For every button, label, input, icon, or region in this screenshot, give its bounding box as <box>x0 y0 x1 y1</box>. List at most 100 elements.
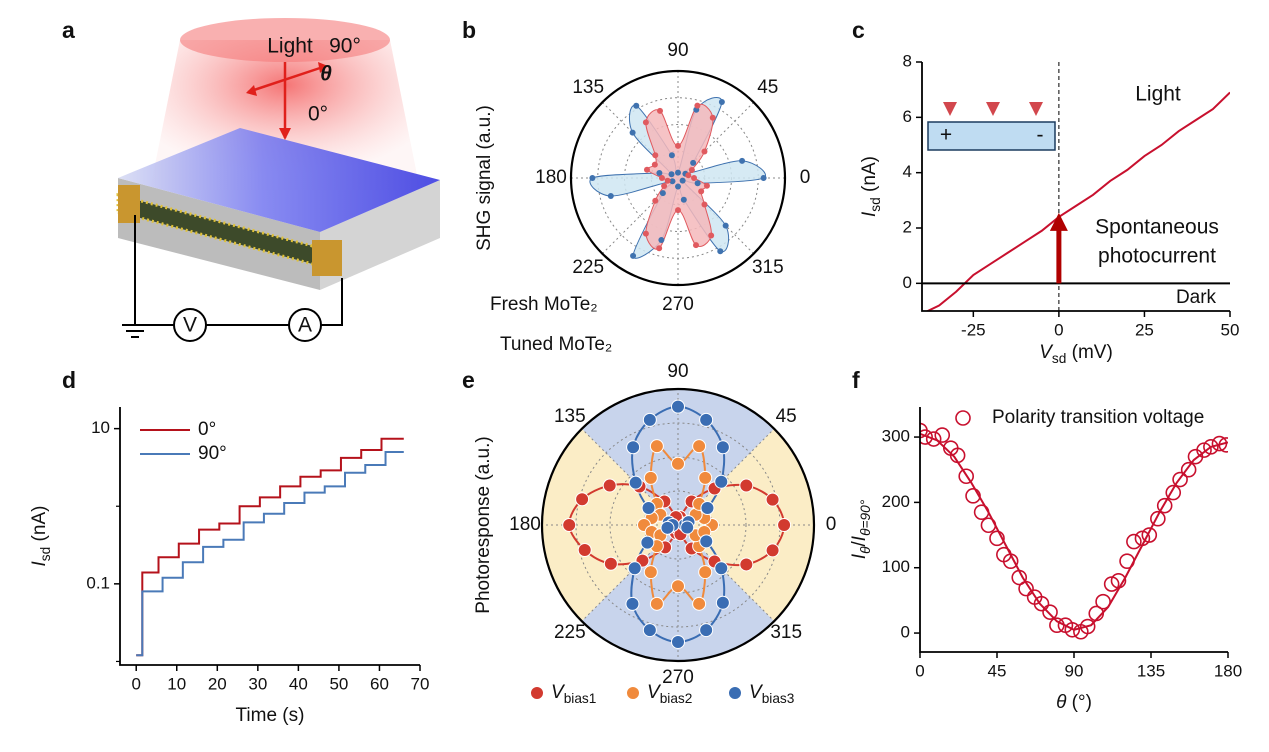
material-layer <box>118 195 320 266</box>
y-axis-label: Isd (nA) <box>29 506 53 567</box>
label-part: bias1 <box>564 691 597 706</box>
data-point <box>700 501 715 515</box>
polar-frame <box>540 387 816 663</box>
data-point <box>1011 569 1028 586</box>
data-point <box>671 579 685 594</box>
angle-label: 315 <box>752 257 784 278</box>
data-point <box>699 412 714 427</box>
data-point <box>1165 484 1182 501</box>
x-tick-label: 40 <box>289 674 308 693</box>
data-point <box>675 142 681 149</box>
data-point <box>680 520 695 535</box>
legend-marker <box>530 686 544 700</box>
data-point <box>661 183 668 190</box>
light-arrow-head <box>986 102 1000 116</box>
polar-frame <box>569 69 787 287</box>
light-arrow-head <box>943 102 957 116</box>
y-tick-label: 6 <box>903 107 912 126</box>
x-tick-label: 20 <box>208 674 227 693</box>
data-point <box>973 504 990 520</box>
label-part: sd <box>1052 351 1066 366</box>
data-point <box>642 230 649 237</box>
data-point <box>658 237 665 244</box>
inset-bar <box>927 121 1056 151</box>
data-point <box>643 470 658 485</box>
y-tick-label: 4 <box>903 162 912 181</box>
data-point <box>1218 437 1228 453</box>
angle-0: 0° <box>308 103 328 126</box>
data-point <box>671 456 685 471</box>
data-point <box>1119 553 1135 569</box>
data-point <box>1033 595 1050 612</box>
data-point <box>641 501 656 515</box>
ground <box>122 324 148 338</box>
data-point <box>642 412 657 427</box>
data-point <box>709 114 716 121</box>
panel-label: b <box>462 17 476 43</box>
data-point <box>739 157 746 164</box>
ammeter-label: A <box>298 314 312 337</box>
data-point <box>603 556 618 571</box>
data-point <box>685 172 692 179</box>
legend-marker <box>728 686 742 700</box>
angle-label: 0 <box>800 167 811 188</box>
y-tick-label: 0 <box>903 273 912 292</box>
data-point <box>656 170 663 177</box>
beam-top <box>180 18 390 62</box>
data-point <box>693 242 700 249</box>
y-tick-label: 200 <box>882 492 910 511</box>
data-point <box>652 152 659 159</box>
device-top <box>118 128 440 232</box>
label-part: (nA) <box>29 506 50 547</box>
angle-label: 270 <box>662 294 694 315</box>
data-point <box>668 152 675 159</box>
data-point <box>715 595 730 610</box>
data-point <box>643 565 658 580</box>
data-point <box>760 175 767 181</box>
angle-label: 225 <box>554 622 586 643</box>
label-part: sd <box>868 197 883 211</box>
y-tick-label: 10 <box>91 418 110 437</box>
voltmeter-label: V <box>183 314 197 337</box>
angle-label: 225 <box>572 257 604 278</box>
x-axis-label: Time (s) <box>236 705 305 726</box>
data-point <box>1018 580 1034 597</box>
label-part: I <box>849 553 870 559</box>
data-point <box>642 623 657 638</box>
data-point <box>656 107 663 114</box>
x-tick-label: 30 <box>248 674 267 693</box>
panel-label: c <box>852 17 865 43</box>
data-point <box>671 634 685 649</box>
data-point <box>680 196 687 203</box>
series-label: Light <box>1135 83 1181 106</box>
label-part: I <box>29 560 50 566</box>
x-tick-label: 45 <box>988 661 1007 680</box>
data-point <box>1180 461 1197 478</box>
data-point <box>698 188 705 195</box>
data-point <box>989 530 1005 547</box>
label-part: V <box>1039 342 1054 363</box>
legend-label: 0° <box>198 419 216 440</box>
x-axis-label: θ (°) <box>1056 692 1092 713</box>
x-tick-label: 180 <box>1214 661 1242 680</box>
y-tick-label: 300 <box>882 427 910 446</box>
angle-label: 135 <box>554 406 586 427</box>
y-axis-label: SHG signal (a.u.) <box>474 105 495 251</box>
angle-label: 90 <box>667 361 688 382</box>
y-tick-label: 0 <box>901 623 910 642</box>
label-part: (nA) <box>859 156 880 197</box>
legend-label: Fresh MoTe₂ <box>490 294 598 315</box>
data-point <box>1150 510 1166 527</box>
data-point <box>1042 604 1058 620</box>
label-part: θ <box>858 546 873 554</box>
sector <box>541 428 678 622</box>
y-axis-label: Isd (nA) <box>859 156 883 217</box>
data-point <box>949 447 966 464</box>
data-point <box>649 439 664 454</box>
plot-area <box>922 91 1230 311</box>
electrode-right <box>312 240 342 276</box>
label-part: (°) <box>1066 692 1092 713</box>
angle-label: 0 <box>826 514 837 535</box>
data-point <box>965 488 981 504</box>
label-part: θ=90° <box>858 499 873 536</box>
